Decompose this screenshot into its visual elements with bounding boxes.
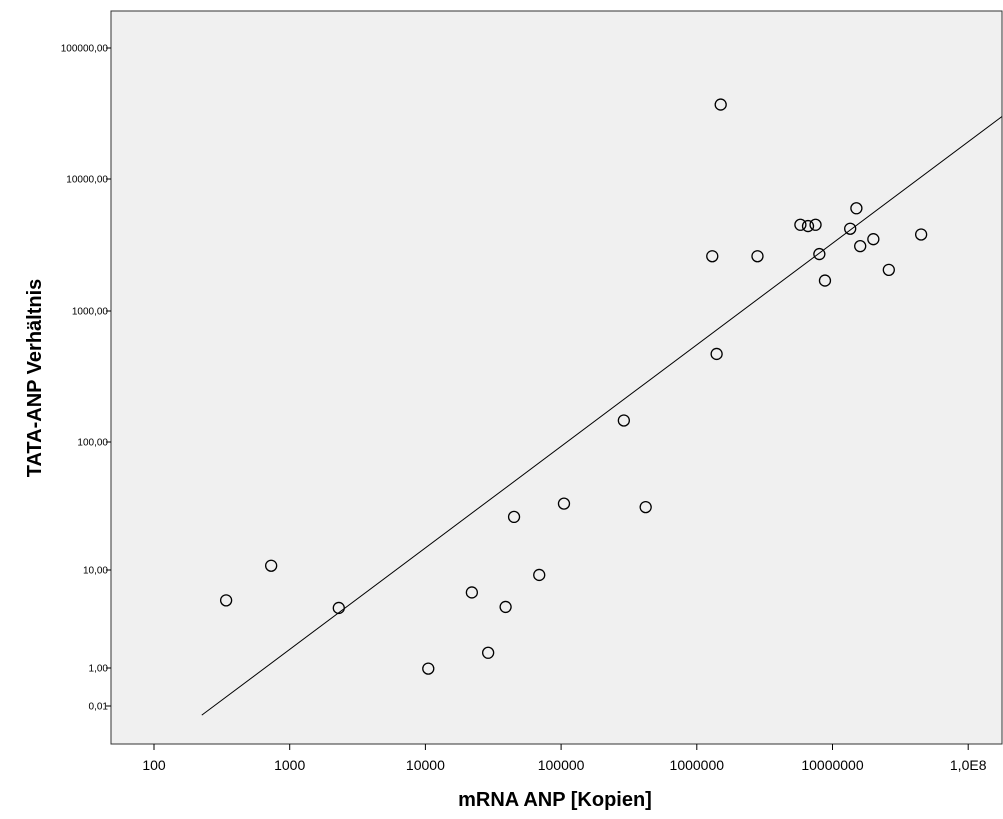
data-point xyxy=(481,646,495,659)
y-tick-label: 0,01 xyxy=(89,702,109,713)
y-tick-label: 1,00 xyxy=(89,664,109,675)
x-tick-label: 10000 xyxy=(406,757,445,773)
x-tick-label: 1,0E8 xyxy=(950,757,987,773)
y-tick-label: 100,00 xyxy=(77,438,108,449)
data-point xyxy=(844,222,857,235)
data-point xyxy=(332,601,345,615)
data-point xyxy=(850,202,863,215)
data-point xyxy=(706,250,719,263)
x-axis-title: mRNA ANP [Kopien] xyxy=(458,789,652,811)
x-tick-label: 100 xyxy=(142,757,166,773)
data-point xyxy=(794,218,807,231)
y-axis-title: TATA-ANP Verhältnis xyxy=(24,279,46,478)
data-point xyxy=(809,218,822,231)
data-point xyxy=(465,586,479,599)
data-point xyxy=(533,568,546,582)
data-point xyxy=(617,414,630,427)
data-point xyxy=(422,662,435,675)
data-point xyxy=(710,347,723,361)
data-point xyxy=(854,239,867,253)
data-point xyxy=(751,250,764,263)
data-point xyxy=(867,233,880,246)
data-point xyxy=(813,247,826,261)
data-point xyxy=(801,219,815,233)
data-points xyxy=(219,98,928,675)
x-tick-label: 10000000 xyxy=(801,757,864,773)
y-axis: 0,01 1,00 10,00 100,00 1000,00 10000,00 100000… xyxy=(61,44,111,713)
x-tick-label: 1000 xyxy=(274,757,305,773)
data-point xyxy=(639,500,652,514)
x-axis: 100 1000 10000 100000 1000000 10000000 1,0E8 xyxy=(142,744,987,773)
data-point xyxy=(882,263,895,276)
data-point xyxy=(914,228,928,241)
data-point xyxy=(265,559,278,572)
x-tick-label: 100000 xyxy=(538,757,585,773)
data-point xyxy=(714,98,727,111)
x-tick-label: 1000000 xyxy=(670,757,725,773)
data-point xyxy=(818,274,832,287)
y-tick-label: 100000,00 xyxy=(61,44,109,55)
y-tick-label: 1000,00 xyxy=(72,307,109,318)
regression-line xyxy=(201,116,1003,716)
data-point xyxy=(499,600,512,614)
plot-area xyxy=(110,10,1003,745)
data-point xyxy=(557,497,571,510)
y-tick-label: 10,00 xyxy=(83,566,108,577)
y-tick-label: 10000,00 xyxy=(66,175,108,186)
data-point xyxy=(219,594,233,607)
data-point xyxy=(507,510,521,524)
